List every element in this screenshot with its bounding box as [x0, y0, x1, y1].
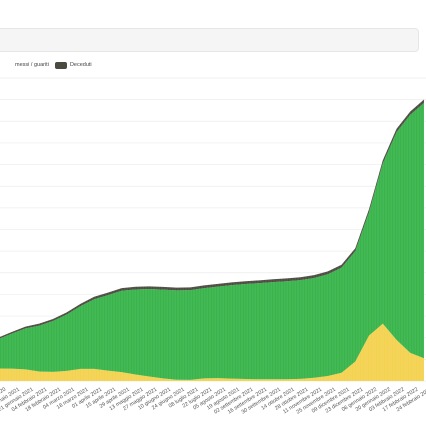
- area-attualmente-positivi: [0, 323, 424, 381]
- area-series: [0, 78, 424, 381]
- legend-item-recovered[interactable]: messi / guariti: [0, 62, 49, 69]
- legend-swatch-deceased: [54, 61, 67, 69]
- legend-label-deceased: Deceduti: [69, 62, 92, 68]
- area-messi-guariti: [0, 102, 424, 380]
- legend-item-deceased[interactable]: Deceduti: [54, 61, 92, 69]
- filter-bar: [0, 28, 419, 52]
- legend-label-recovered: messi / guariti: [15, 62, 49, 68]
- bar-hatching: [1, 78, 424, 381]
- chart-legend: messi / guariti Deceduti: [0, 59, 98, 71]
